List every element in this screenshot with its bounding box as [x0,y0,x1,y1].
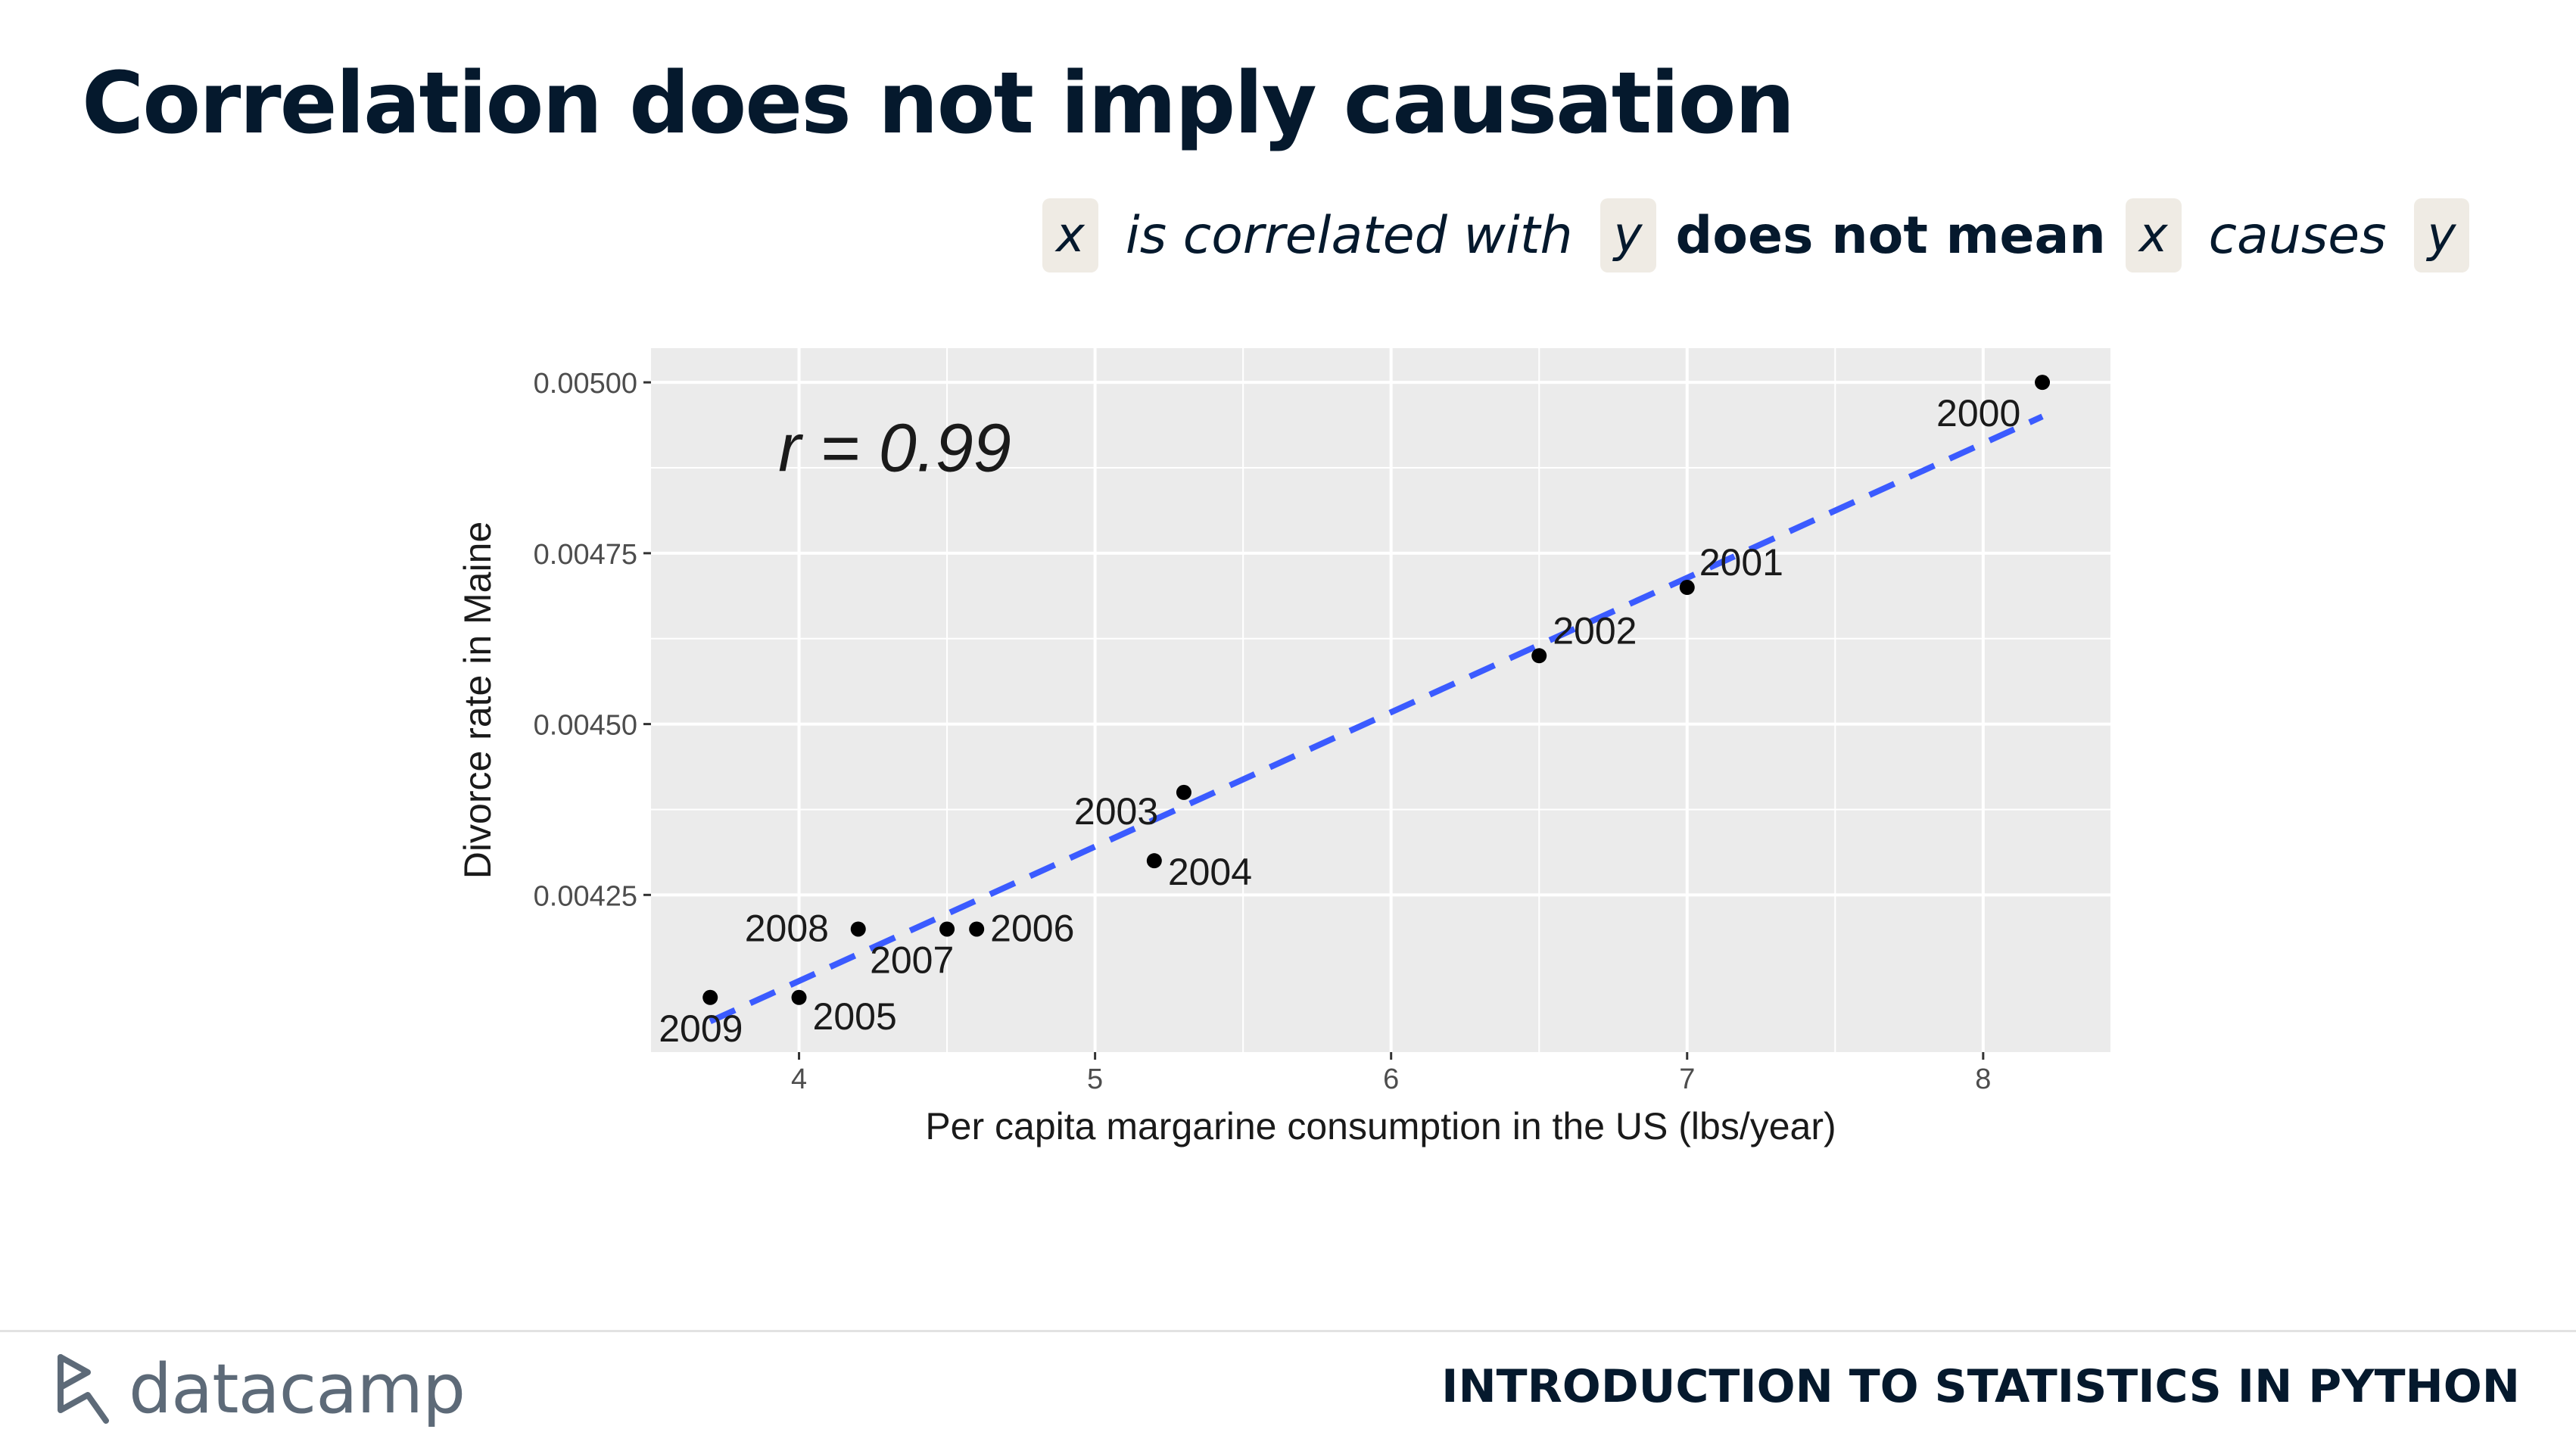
data-point [2035,375,2051,391]
y-tick-label: 0.00450 [534,710,637,742]
code-y: y [1599,198,1656,272]
x-tick-label: 5 [1087,1063,1103,1095]
data-point [702,989,718,1005]
y-tick-label: 0.00425 [534,880,637,912]
correlation-annotation: r = 0.99 [778,411,1011,487]
point-label: 2007 [870,939,954,981]
data-point [969,921,985,937]
subtitle: x is correlated with y does not mean x c… [1033,198,2478,272]
fit-line [709,413,2044,1025]
data-point [939,921,955,937]
point-label: 2005 [813,995,897,1038]
data-point [1531,648,1547,664]
subtitle-text-2: does not mean [1675,205,2106,266]
point-label: 2009 [659,1007,743,1050]
x-tick-label: 6 [1383,1063,1399,1095]
data-point [850,921,866,937]
point-label: 2008 [745,907,829,949]
code-x: x [1042,198,1098,272]
data-point [1679,580,1695,596]
x-axis-title: Per capita margarine consumption in the … [925,1105,1836,1147]
y-tick-label: 0.00500 [534,368,637,400]
subtitle-text-1: is correlated with [1125,205,1573,266]
data-point [1146,853,1162,869]
code-y: y [2413,198,2470,272]
x-tick-label: 4 [791,1063,807,1095]
point-label: 2006 [990,907,1074,949]
point-label: 2004 [1168,851,1252,893]
x-tick-label: 7 [1679,1063,1695,1095]
data-point [791,989,807,1005]
y-tick-label: 0.00475 [534,539,637,571]
datacamp-logo: datacamp [53,1344,466,1434]
plot-panel [651,348,2110,1052]
datacamp-logo-icon [58,1354,109,1424]
point-label: 2003 [1074,790,1158,833]
code-x: x [2125,198,2182,272]
data-point [1176,784,1191,800]
slide-title: Correlation does not imply causation [82,54,1795,153]
y-axis-title: Divorce rate in Maine [456,522,499,879]
point-label: 2002 [1553,609,1637,652]
subtitle-text-3: causes [2208,205,2387,266]
scatter-chart: 4 5 6 7 8 0.00425 0.00450 0.00475 0.00500 2000 200… [456,348,2110,1147]
point-label: 2001 [1699,541,1783,584]
x-tick-label: 8 [1975,1063,1991,1095]
logo-text: datacamp [129,1349,466,1429]
footer-divider [0,1330,2576,1332]
point-label: 2000 [1936,392,2020,434]
course-title: INTRODUCTION TO STATISTICS IN PYTHON [1441,1360,2520,1413]
